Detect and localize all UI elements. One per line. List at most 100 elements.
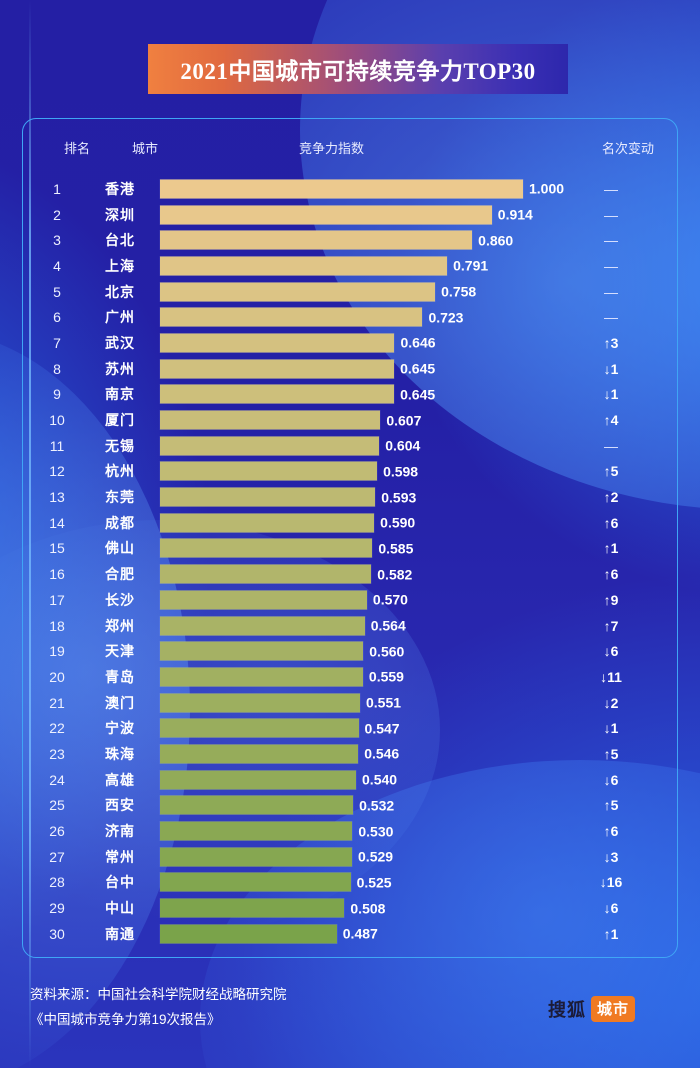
row-rank: 22 [49,720,65,737]
row-rank: 15 [49,540,65,557]
table-row: 7 武汉 0.646 ↑3 [0,330,700,356]
row-bar [160,847,353,867]
row-bar [160,770,357,790]
row-rank: 27 [49,848,65,865]
row-value-label: 0.525 [356,874,392,891]
row-city-name: 深圳 [105,206,135,223]
row-bar [160,461,378,481]
row-value-label: 0.582 [377,566,413,583]
row-rank-change: ↓6 [603,771,619,788]
table-row: 3 台北 0.860 — [0,227,700,253]
row-rank-change: ↑7 [603,617,619,634]
row-value-label: 0.604 [385,437,421,454]
row-rank-change: ↑6 [603,823,619,840]
row-city-name: 南通 [105,925,135,942]
row-value-label: 0.570 [372,591,408,608]
row-bar-group: 0.914 [160,205,533,225]
row-bar [160,538,373,558]
table-panel-border [22,118,678,958]
row-value-label: 0.551 [366,694,402,711]
row-bar [160,384,395,404]
table-row: 30 南通 0.487 ↑1 [0,921,700,947]
row-value-label: 0.723 [428,309,464,326]
row-bar-group: 0.508 [160,898,385,918]
row-bar [160,487,376,507]
background-vertical-streak [29,0,31,1068]
table-row: 25 西安 0.532 ↑5 [0,793,700,819]
row-city-name: 苏州 [105,360,135,377]
row-city-name: 香港 [105,180,135,197]
row-bar-group: 1.000 [160,179,564,199]
row-city-name: 宁波 [105,720,135,737]
row-city-name: 长沙 [105,591,135,608]
row-value-label: 0.758 [441,283,477,300]
row-rank: 13 [49,489,65,506]
row-bar-group: 0.546 [160,744,399,764]
row-bar-group: 0.564 [160,616,406,636]
table-row: 12 杭州 0.598 ↑5 [0,459,700,485]
table-row: 23 珠海 0.546 ↑5 [0,741,700,767]
table-row: 19 天津 0.560 ↓6 [0,638,700,664]
row-rank: 17 [49,591,65,608]
row-bar [160,872,351,892]
row-bar [160,436,380,456]
row-bar [160,744,359,764]
row-value-label: 0.532 [359,797,395,814]
row-bar [160,205,492,225]
row-rank-change: — [604,232,618,249]
row-city-name: 台中 [105,874,135,891]
row-rank-change: — [604,309,618,326]
row-value-label: 0.590 [380,514,416,531]
row-rank-change: ↓16 [599,874,623,891]
table-row: 2 深圳 0.914 — [0,202,700,228]
row-bar [160,821,353,841]
row-rank-change: — [604,437,618,454]
table-row: 20 青岛 0.559 ↓11 [0,664,700,690]
row-bar-group: 0.645 [160,359,435,379]
row-city-name: 杭州 [105,463,135,480]
row-rank-change: ↑6 [603,566,619,583]
row-bar-group: 0.525 [160,872,392,892]
row-rank: 10 [49,412,65,429]
row-rank-change: ↑9 [603,591,619,608]
row-value-label: 0.529 [358,848,394,865]
column-header-city: 城市 [132,141,159,156]
row-bar [160,898,345,918]
row-city-name: 东莞 [105,489,135,506]
row-rank: 21 [49,694,65,711]
row-rank-change: ↑1 [603,540,619,557]
row-value-label: 0.540 [362,771,398,788]
table-row: 13 东莞 0.593 ↑2 [0,484,700,510]
row-rank: 28 [49,874,65,891]
row-bar [160,667,363,687]
row-bar-group: 0.758 [160,282,477,302]
row-rank-change: — [604,257,618,274]
source-note: 资料来源：中国社会科学院财经战略研究院 《中国城市竞争力第19次报告》 [30,982,510,1032]
row-bar-group: 0.598 [160,461,418,481]
row-city-name: 佛山 [105,540,135,557]
row-bar [160,795,354,815]
page-title: 2021中国城市可持续竞争力TOP30 [148,44,568,94]
row-value-label: 0.646 [400,334,436,351]
row-city-name: 济南 [105,823,135,840]
row-rank-change: ↓3 [603,848,619,865]
table-row: 16 合肥 0.582 ↑6 [0,561,700,587]
row-bar [160,359,395,379]
row-bar [160,718,359,738]
row-value-label: 0.860 [478,232,514,249]
row-rank: 11 [49,437,65,454]
row-bar-group: 0.860 [160,230,514,250]
row-rank-change: ↑5 [603,745,619,762]
row-rank-change: — [604,206,618,223]
row-bar [160,590,367,610]
ranking-rows: 1 香港 1.000 — 2 深圳 0.914 — 3 台北 0.860 — 4 上海 0.791 — 5 北京 0… [0,176,700,947]
row-bar [160,924,337,944]
row-rank-change: ↓1 [603,386,619,403]
row-value-label: 0.791 [453,257,489,274]
row-rank-change: ↑5 [603,797,619,814]
row-rank-change: ↓11 [600,668,622,685]
row-bar [160,333,395,353]
row-bar-group: 0.607 [160,410,421,430]
row-bar-group: 0.582 [160,564,413,584]
row-value-label: 0.914 [497,206,533,223]
